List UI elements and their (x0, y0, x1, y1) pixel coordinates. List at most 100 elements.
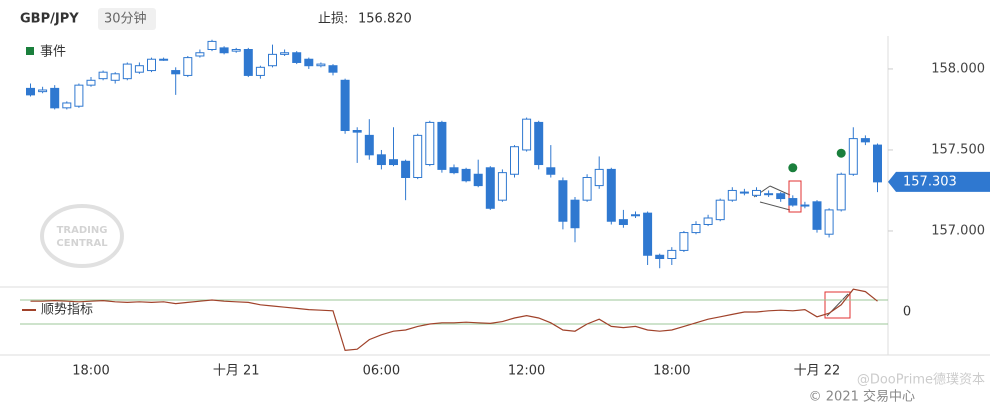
candle-body (147, 58, 156, 72)
candle-body (316, 63, 326, 67)
y-tick-label: 158.000 (931, 61, 985, 76)
legend-label: 事件 (40, 45, 66, 60)
candle-body (703, 217, 713, 225)
candle-body (86, 79, 96, 86)
candle-body (110, 73, 120, 81)
last-price-label: 157.303 (903, 174, 957, 189)
candle-body (473, 173, 483, 187)
x-tick-label: 18:00 (653, 364, 690, 379)
symbol[interactable]: GBP/JPY (20, 12, 79, 27)
candle-body (727, 189, 737, 201)
drawing-line (759, 201, 791, 211)
candle-body (800, 204, 810, 207)
candle-body (752, 189, 761, 196)
candle-body (401, 160, 411, 178)
candle-body (715, 199, 725, 221)
logo-text: TRADING (57, 225, 108, 236)
interval-chip[interactable] (98, 8, 156, 30)
candle-body (304, 58, 314, 67)
candle-body (171, 70, 181, 75)
candle-body (534, 121, 544, 166)
legend-label: 顺势指标 (41, 302, 93, 318)
candle-body (485, 167, 495, 209)
candle-body (50, 87, 60, 109)
candle-body (231, 49, 241, 52)
candle-body (340, 79, 350, 132)
candle-body (38, 89, 48, 93)
candle-body (255, 66, 265, 76)
candle-body (413, 134, 423, 178)
candle-body (594, 168, 604, 187)
candle-body (268, 53, 277, 67)
candle-body (522, 118, 532, 151)
candle-body (134, 65, 144, 73)
drawing-line (769, 185, 791, 196)
candle-body (788, 198, 798, 206)
legend-swatch (26, 47, 34, 55)
candle-body (207, 40, 217, 51)
logo: TRADING CENTRAL (40, 204, 124, 268)
candle-body (631, 214, 640, 217)
candle-body (449, 167, 459, 174)
candle-body (98, 71, 108, 80)
x-tick-label: 06:00 (363, 364, 400, 379)
candle-body (570, 199, 580, 229)
candle-body (183, 57, 193, 76)
interval[interactable]: 30分钟 (104, 11, 147, 27)
copyright: © 2021 交易中心 (809, 389, 915, 405)
candle-body (243, 49, 253, 76)
candle-body (606, 168, 616, 222)
candle-body (836, 173, 846, 211)
candle-body (74, 84, 84, 107)
candle-body (873, 144, 882, 183)
candle-body (376, 154, 386, 166)
candle-body (62, 102, 72, 109)
candle-body (280, 52, 290, 55)
y-tick-label: 157.000 (931, 223, 985, 238)
candle-body (848, 138, 858, 175)
stop-label: 止损: (318, 12, 348, 27)
last-price-tag (888, 171, 990, 192)
x-tick-label: 十月 21 (213, 364, 260, 379)
highlight-box (824, 291, 851, 319)
candle-body (26, 87, 35, 96)
candle-body (389, 159, 398, 166)
x-tick-label: 18:00 (72, 364, 109, 379)
candle-body (582, 176, 592, 201)
candle-body (679, 232, 689, 251)
candle-body (122, 63, 132, 80)
y-tick-label: 157.500 (931, 142, 985, 157)
candle-body (776, 193, 786, 200)
candle-body (461, 168, 471, 182)
candle-body (618, 219, 628, 225)
candle-body (739, 191, 749, 194)
candle-body (510, 146, 519, 175)
candle-body (824, 209, 834, 235)
x-tick-label: 十月 22 (794, 364, 841, 379)
candle-body (352, 130, 362, 133)
event-marker (788, 163, 798, 173)
candle-body (691, 223, 701, 234)
candle-body (437, 121, 447, 170)
candle-body (195, 52, 205, 57)
candle-body (764, 193, 774, 196)
logo-text: CENTRAL (56, 238, 108, 249)
candle-body (328, 65, 338, 73)
watermark: @DooPrime德璞资本 (857, 373, 985, 388)
candle-body (546, 167, 556, 175)
candle-body (425, 121, 435, 166)
candle-body (667, 249, 677, 260)
y-tick-label: 0 (903, 305, 911, 320)
candle-body (159, 58, 169, 61)
indicator-line (30, 288, 878, 352)
candle-body (558, 180, 568, 222)
candle-body (655, 254, 665, 260)
candle-body (643, 212, 653, 256)
event-marker (836, 148, 846, 158)
highlight-box (788, 180, 802, 213)
logo-ring (40, 204, 124, 268)
stop-value: 156.820 (358, 12, 412, 27)
candle-body (812, 201, 822, 230)
candle-body (219, 47, 229, 54)
